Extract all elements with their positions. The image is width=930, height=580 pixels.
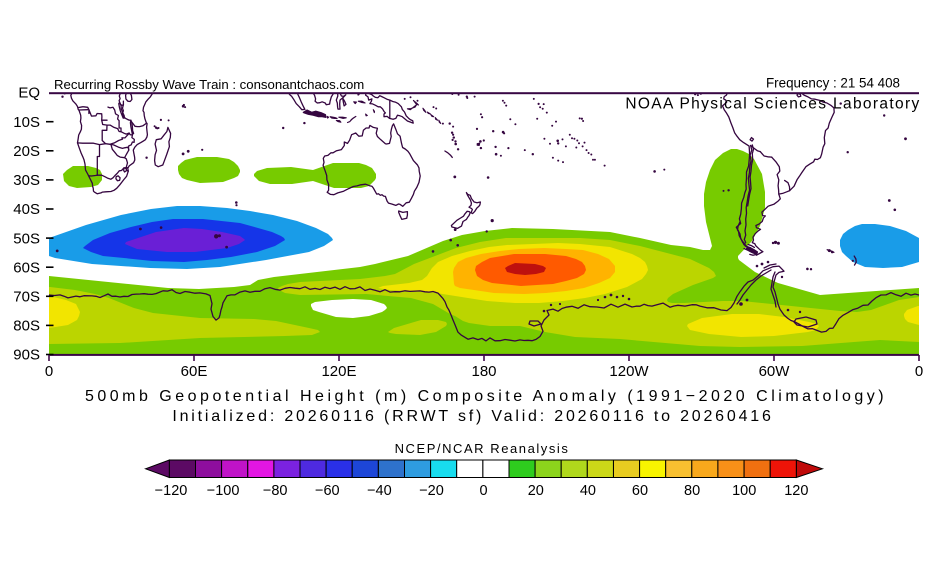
svg-text:10S: 10S: [13, 114, 40, 131]
svg-text:100: 100: [732, 483, 756, 499]
svg-text:90S: 90S: [13, 347, 40, 364]
svg-text:180: 180: [471, 363, 496, 380]
svg-text:NOAA Physical Sciences Laborat: NOAA Physical Sciences Laboratory: [625, 96, 920, 113]
svg-text:60E: 60E: [181, 363, 208, 380]
svg-text:0: 0: [480, 483, 488, 499]
svg-text:−80: −80: [263, 483, 288, 499]
svg-text:60: 60: [632, 483, 648, 499]
svg-text:80S: 80S: [13, 318, 40, 335]
svg-text:40S: 40S: [13, 201, 40, 218]
svg-text:120W: 120W: [609, 363, 649, 380]
svg-text:−120: −120: [155, 483, 188, 499]
svg-text:120: 120: [784, 483, 808, 499]
svg-text:NCEP/NCAR Reanalysis: NCEP/NCAR Reanalysis: [395, 441, 570, 456]
svg-text:120E: 120E: [321, 363, 356, 380]
svg-text:−20: −20: [419, 483, 444, 499]
svg-text:Frequency : 21 54 408: Frequency : 21 54 408: [766, 76, 900, 91]
svg-text:0: 0: [915, 363, 923, 380]
svg-text:−100: −100: [207, 483, 240, 499]
svg-text:50S: 50S: [13, 230, 40, 247]
svg-text:20: 20: [528, 483, 544, 499]
svg-text:Recurring Rossby Wave Train :: Recurring Rossby Wave Train : consonantc…: [54, 77, 364, 92]
svg-text:80: 80: [684, 483, 700, 499]
svg-text:30S: 30S: [13, 172, 40, 189]
svg-text:−40: −40: [367, 483, 392, 499]
svg-text:70S: 70S: [13, 289, 40, 306]
svg-text:20S: 20S: [13, 143, 40, 160]
svg-text:Initialized: 20260116 (RRWT sf: Initialized: 20260116 (RRWT sf) Valid: 2…: [172, 408, 773, 425]
svg-text:40: 40: [580, 483, 596, 499]
svg-text:60S: 60S: [13, 259, 40, 276]
svg-text:0: 0: [45, 363, 53, 380]
svg-text:500mb Geopotential Height (m): 500mb Geopotential Height (m) Composite …: [85, 388, 887, 405]
svg-text:−60: −60: [315, 483, 340, 499]
svg-text:60W: 60W: [759, 363, 791, 380]
svg-text:EQ: EQ: [18, 85, 40, 102]
